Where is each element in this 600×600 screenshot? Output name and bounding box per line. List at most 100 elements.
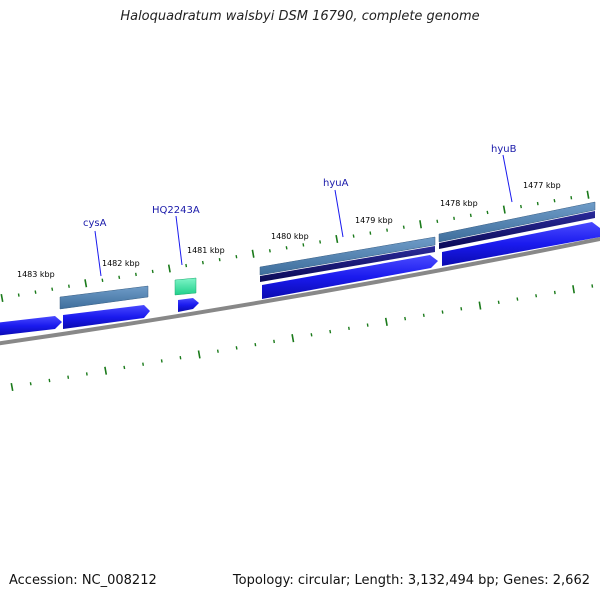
inner-tick bbox=[67, 375, 70, 379]
accession-text: Accession: NC_008212 bbox=[9, 573, 157, 588]
inner-tick bbox=[85, 372, 88, 376]
inner-tick bbox=[441, 310, 444, 314]
inner-tick bbox=[273, 339, 275, 344]
inner-tick bbox=[384, 317, 388, 326]
tick-label-1478: 1478 kbp bbox=[440, 199, 478, 208]
gene-hyuA-leader bbox=[334, 189, 344, 238]
outer-tick bbox=[502, 205, 506, 214]
inner-tick bbox=[535, 294, 538, 298]
gene-hyuA-steel-bar[interactable] bbox=[259, 236, 436, 276]
tick-row-outer bbox=[0, 190, 590, 303]
outer-tick bbox=[167, 264, 171, 273]
outer-tick bbox=[386, 228, 388, 232]
cds-arrow-5[interactable] bbox=[442, 222, 600, 266]
gene-hyuB-navy-bar[interactable] bbox=[439, 211, 595, 249]
outer-tick bbox=[285, 246, 288, 250]
outer-tick bbox=[453, 216, 455, 221]
cds-arrow-2[interactable] bbox=[63, 305, 150, 329]
cds-arrow-3[interactable] bbox=[178, 298, 199, 312]
gene-label-cysA[interactable]: cysA bbox=[83, 218, 107, 229]
gene-label-hyuA[interactable]: hyuA bbox=[323, 178, 349, 189]
outer-tick bbox=[268, 249, 271, 253]
outer-tick bbox=[402, 225, 405, 229]
gene-hyuB-leader bbox=[502, 154, 513, 203]
inner-tick bbox=[142, 362, 144, 366]
gene-cysA-bar[interactable] bbox=[59, 285, 149, 310]
outer-tick bbox=[84, 279, 88, 288]
outer-tick bbox=[201, 260, 204, 265]
outer-tick bbox=[51, 287, 54, 291]
outer-tick bbox=[570, 195, 573, 200]
inner-tick bbox=[216, 349, 219, 353]
inner-tick bbox=[254, 342, 257, 347]
inner-tick bbox=[553, 290, 556, 295]
tick-label-1480: 1480 kbp bbox=[271, 232, 309, 241]
outer-tick bbox=[469, 213, 472, 218]
inner-tick bbox=[310, 333, 313, 337]
inner-tick bbox=[160, 359, 163, 363]
gene-hyuB-steel-bar[interactable] bbox=[438, 201, 596, 243]
gene-label-HQ2243A[interactable]: HQ2243A bbox=[152, 205, 200, 216]
outer-tick bbox=[536, 201, 539, 206]
inner-tick bbox=[422, 313, 425, 318]
outer-tick bbox=[419, 220, 422, 229]
outer-tick bbox=[235, 254, 238, 259]
outer-tick bbox=[185, 263, 188, 268]
inner-tick bbox=[29, 382, 32, 386]
outer-tick bbox=[302, 243, 305, 247]
outer-tick bbox=[486, 210, 489, 215]
outer-tick bbox=[586, 190, 590, 199]
inner-tick bbox=[460, 307, 463, 311]
inner-tick bbox=[478, 301, 482, 310]
outer-tick bbox=[218, 257, 221, 262]
outer-tick bbox=[319, 240, 322, 244]
gene-label-hyuB[interactable]: hyuB bbox=[491, 144, 517, 155]
inner-tick bbox=[10, 382, 14, 392]
outer-tick bbox=[0, 293, 4, 303]
outer-tick bbox=[151, 269, 154, 274]
outer-tick bbox=[335, 234, 339, 244]
outer-tick bbox=[553, 198, 556, 203]
outer-tick bbox=[369, 231, 372, 235]
inner-tick bbox=[497, 300, 500, 305]
inner-tick bbox=[348, 326, 350, 331]
outer-tick bbox=[101, 278, 104, 283]
tick-label-1481: 1481 kbp bbox=[187, 246, 225, 255]
cds-arrow-4[interactable] bbox=[262, 255, 438, 299]
outer-tick bbox=[17, 293, 20, 297]
inner-tick bbox=[591, 284, 594, 288]
gene-HQ2243A-leader bbox=[175, 215, 183, 266]
tick-label-1483: 1483 kbp bbox=[17, 270, 55, 279]
outer-tick bbox=[436, 219, 439, 224]
outer-tick bbox=[352, 234, 355, 238]
tick-label-1482: 1482 kbp bbox=[102, 259, 140, 268]
gene-cysA-leader bbox=[94, 230, 102, 277]
inner-tick bbox=[123, 365, 126, 370]
tick-label-1477: 1477 kbp bbox=[523, 181, 561, 190]
inner-tick bbox=[516, 297, 519, 301]
inner-tick bbox=[48, 378, 51, 383]
inner-tick bbox=[572, 285, 575, 294]
gene-hyuA-navy-bar[interactable] bbox=[260, 246, 435, 282]
inner-tick bbox=[329, 329, 332, 334]
cds-arrow-1[interactable] bbox=[0, 316, 62, 336]
outer-tick bbox=[68, 284, 70, 288]
map-title: Haloquadratum walsbyi DSM 16790, complet… bbox=[120, 9, 480, 24]
inner-tick bbox=[404, 316, 407, 321]
gene-HQ2243A-bar[interactable] bbox=[174, 277, 197, 296]
inner-tick bbox=[104, 366, 108, 375]
outer-tick bbox=[118, 275, 121, 280]
inner-tick bbox=[197, 350, 201, 359]
outer-tick bbox=[135, 272, 137, 277]
outer-tick bbox=[520, 204, 522, 209]
outer-tick bbox=[251, 249, 255, 258]
tick-label-1479: 1479 kbp bbox=[355, 216, 393, 225]
inner-tick bbox=[291, 334, 295, 343]
inner-tick bbox=[179, 355, 182, 360]
inner-tick bbox=[235, 346, 238, 350]
genome-backbone bbox=[0, 236, 600, 346]
genome-summary-text: Topology: circular; Length: 3,132,494 bp… bbox=[232, 573, 590, 588]
tick-row-inner bbox=[10, 284, 594, 392]
